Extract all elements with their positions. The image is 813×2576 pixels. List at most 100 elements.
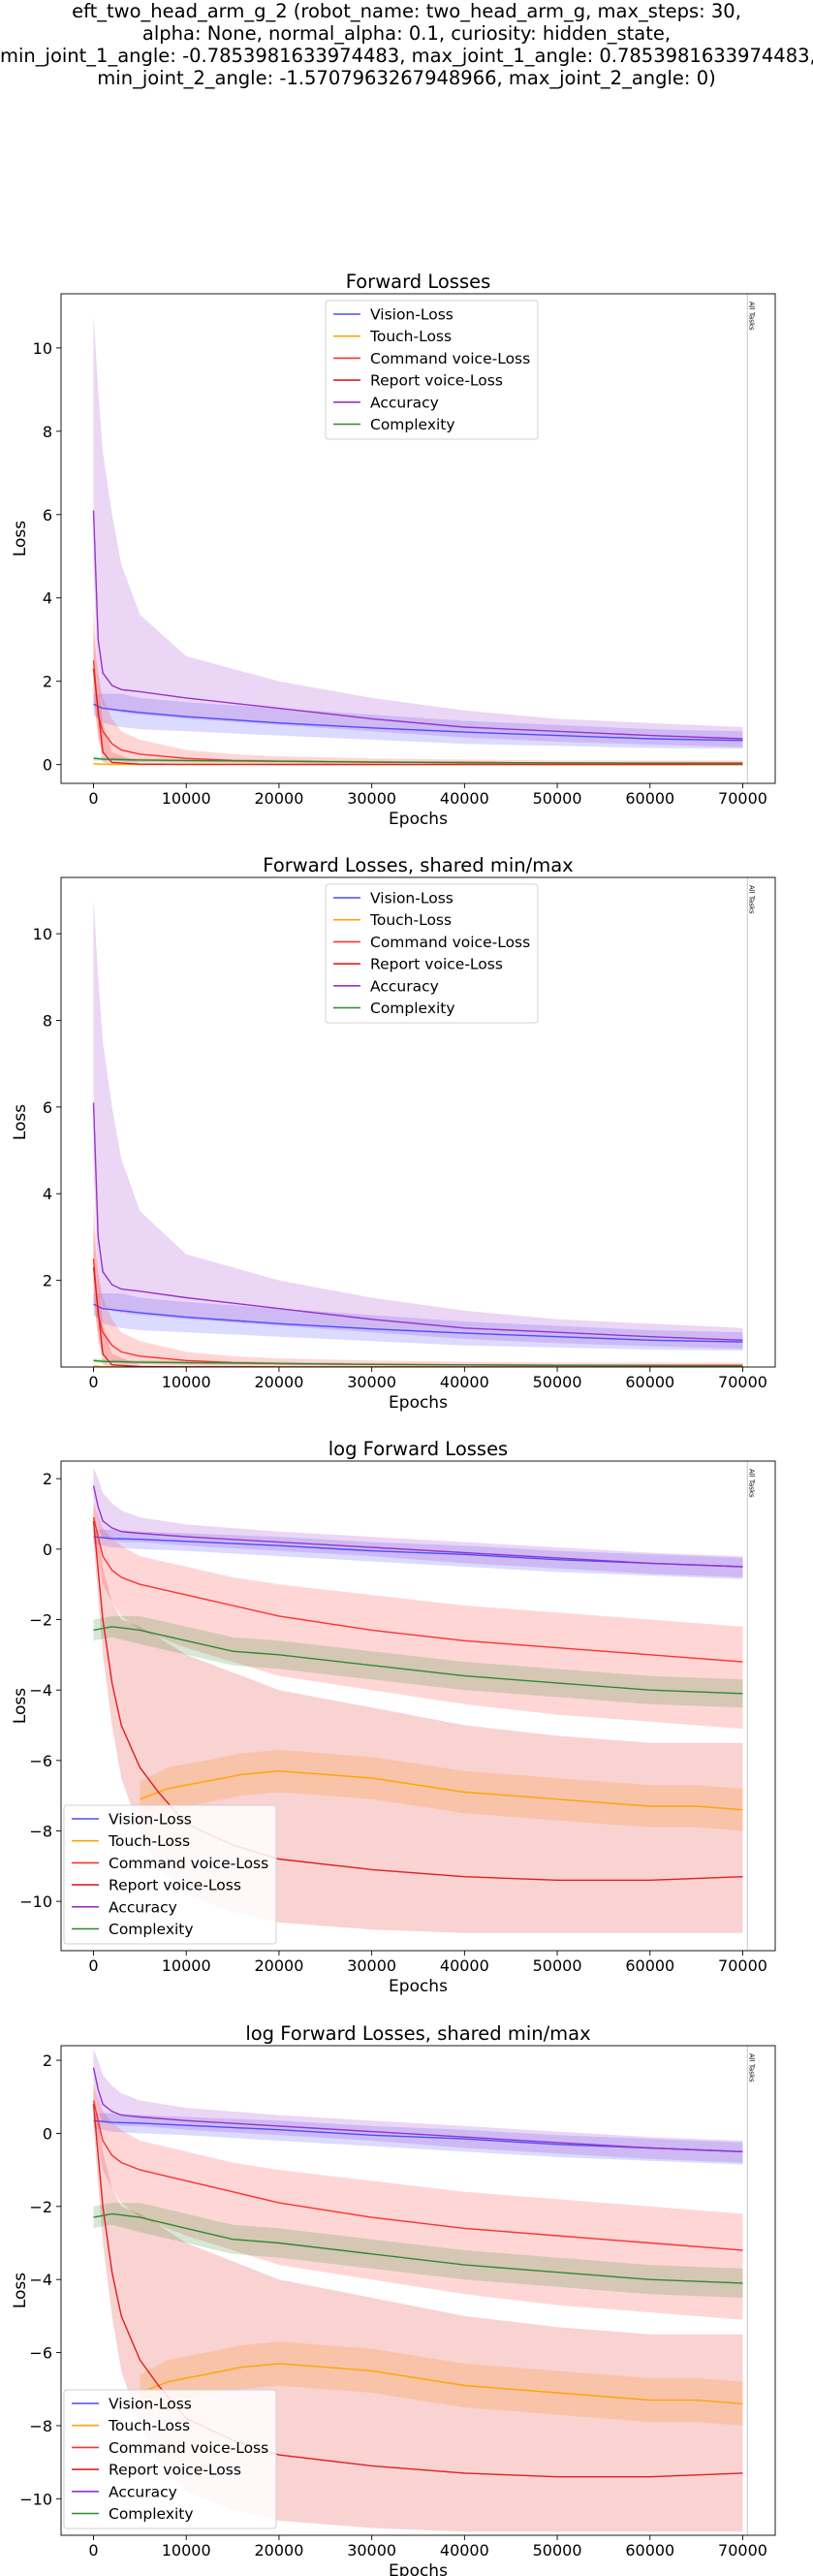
axes-frame	[60, 1460, 776, 1952]
x-tick-label: 70000	[718, 1956, 767, 1975]
y-tick-label: −4	[29, 1681, 52, 1700]
series-band	[93, 756, 743, 765]
legend-entry: Complexity	[109, 2505, 194, 2523]
series-band	[93, 1529, 743, 1579]
y-tick-label: −10	[19, 1892, 52, 1911]
x-tick-label: 10000	[162, 1373, 211, 1391]
legend-entry: Vision-Loss	[109, 1811, 192, 1829]
series-band	[140, 2341, 743, 2426]
x-tick-label: 50000	[533, 2541, 582, 2560]
axes-frame	[60, 876, 776, 1368]
x-tick-label: 40000	[440, 1373, 489, 1391]
x-tick-label: 40000	[440, 1956, 489, 1975]
legend-box	[63, 1804, 277, 1945]
chart-title: Forward Losses	[346, 270, 491, 293]
x-axis-label: Epochs	[389, 1977, 448, 1996]
series-line	[92, 510, 743, 740]
legend-entry: Report voice-Loss	[370, 372, 503, 390]
series-band	[93, 606, 743, 765]
y-tick-label: 2	[43, 1272, 52, 1290]
legend-entry: Report voice-Loss	[109, 2462, 241, 2479]
legend-entry: Accuracy	[109, 1898, 177, 1916]
chart-1: All Tasks 0 10000 20000 30000 40000 50000 60000…	[11, 270, 776, 829]
legend-entry: Report voice-Loss	[109, 1877, 241, 1894]
legend-entry: Complexity	[370, 1000, 455, 1017]
series-band	[93, 1503, 743, 1730]
y-tick-label: 4	[43, 1185, 52, 1203]
legend-entry: Command voice-Loss	[109, 2439, 268, 2457]
legend-box	[325, 300, 539, 440]
x-axis-label: Epochs	[389, 2561, 448, 2576]
y-axis-label: Loss	[11, 1104, 30, 1140]
legend-entry: Touch-Loss	[108, 2417, 190, 2434]
y-tick-label: 4	[43, 589, 52, 608]
y-tick-label: 0	[43, 1541, 52, 1559]
x-tick-label: 20000	[254, 1956, 303, 1975]
y-tick-label: 10	[33, 925, 52, 943]
suptitle-line: alpha: None, normal_alpha: 0.1, curiosit…	[141, 22, 672, 45]
legend-entry: Touch-Loss	[369, 911, 452, 929]
x-tick-label: 20000	[254, 789, 303, 808]
y-tick-label: 10	[33, 339, 52, 358]
x-tick-label: 10000	[162, 789, 211, 808]
vline-label: All Tasks	[747, 302, 755, 331]
x-tick-label: 50000	[533, 789, 582, 808]
x-tick-label: 30000	[347, 1373, 396, 1391]
chart-title: log Forward Losses	[328, 1438, 508, 1460]
x-tick-label: 0	[88, 2541, 98, 2560]
legend-entry: Complexity	[370, 416, 455, 433]
series-band	[93, 2113, 743, 2165]
series-line	[92, 2100, 743, 2251]
x-tick-label: 60000	[625, 789, 674, 808]
legend-entry: Vision-Loss	[109, 2396, 192, 2413]
legend-entry: Complexity	[109, 1921, 194, 1938]
legend: Vision-Loss Touch-Loss Command voice-Loss R…	[325, 883, 539, 1024]
series-line	[92, 2067, 743, 2152]
y-tick-label: 6	[43, 506, 52, 525]
x-tick-label: 60000	[625, 1956, 674, 1975]
legend-entry: Touch-Loss	[108, 1832, 190, 1850]
series-band	[93, 1358, 743, 1367]
chart-title: Forward Losses, shared min/max	[263, 854, 573, 876]
y-tick-label: 2	[43, 1470, 52, 1488]
series-line	[140, 2363, 743, 2404]
x-tick-label: 70000	[718, 2541, 767, 2560]
chart-title: log Forward Losses, shared min/max	[245, 2022, 590, 2045]
legend-entry: Command voice-Loss	[370, 350, 530, 367]
y-tick-label: 6	[43, 1098, 52, 1117]
y-tick-label: 0	[43, 2124, 52, 2143]
y-tick-label: 0	[43, 756, 52, 775]
series-line	[93, 2119, 743, 2152]
vline-label: All Tasks	[747, 2053, 755, 2083]
legend: Vision-Loss Touch-Loss Command voice-Loss R…	[63, 2389, 277, 2529]
legend-entry: Touch-Loss	[369, 328, 452, 345]
vline-label: All Tasks	[747, 885, 755, 914]
y-tick-label: −8	[29, 2417, 52, 2435]
series-line	[93, 2212, 743, 2284]
x-tick-label: 20000	[254, 1373, 303, 1391]
plot-area	[92, 314, 743, 766]
legend-entry: Accuracy	[370, 977, 439, 995]
series-line	[93, 1359, 743, 1367]
y-tick-label: −4	[29, 2271, 52, 2289]
chart-2: All Tasks 0 10000 20000 30000 40000 50000 60000…	[11, 854, 776, 1413]
x-tick-label: 70000	[718, 1373, 767, 1391]
x-tick-label: 40000	[440, 2541, 489, 2560]
series-line	[93, 1536, 743, 1568]
suptitle-line: eft_two_head_arm_g_2 (robot_name: two_he…	[72, 0, 741, 22]
y-tick-label: −6	[29, 1752, 52, 1770]
x-tick-label: 30000	[347, 1956, 396, 1975]
y-tick-label: −2	[29, 2198, 52, 2216]
x-tick-label: 10000	[162, 1956, 211, 1975]
y-tick-label: −6	[29, 2344, 52, 2363]
y-tick-label: 2	[43, 2051, 52, 2070]
x-tick-label: 0	[88, 1956, 98, 1975]
y-tick-label: 2	[43, 673, 52, 691]
x-tick-label: 10000	[162, 2541, 211, 2560]
x-tick-label: 30000	[347, 789, 396, 808]
x-tick-label: 0	[88, 789, 98, 808]
x-tick-label: 50000	[533, 1956, 582, 1975]
x-tick-label: 60000	[625, 2541, 674, 2560]
series-band	[140, 1749, 743, 1831]
